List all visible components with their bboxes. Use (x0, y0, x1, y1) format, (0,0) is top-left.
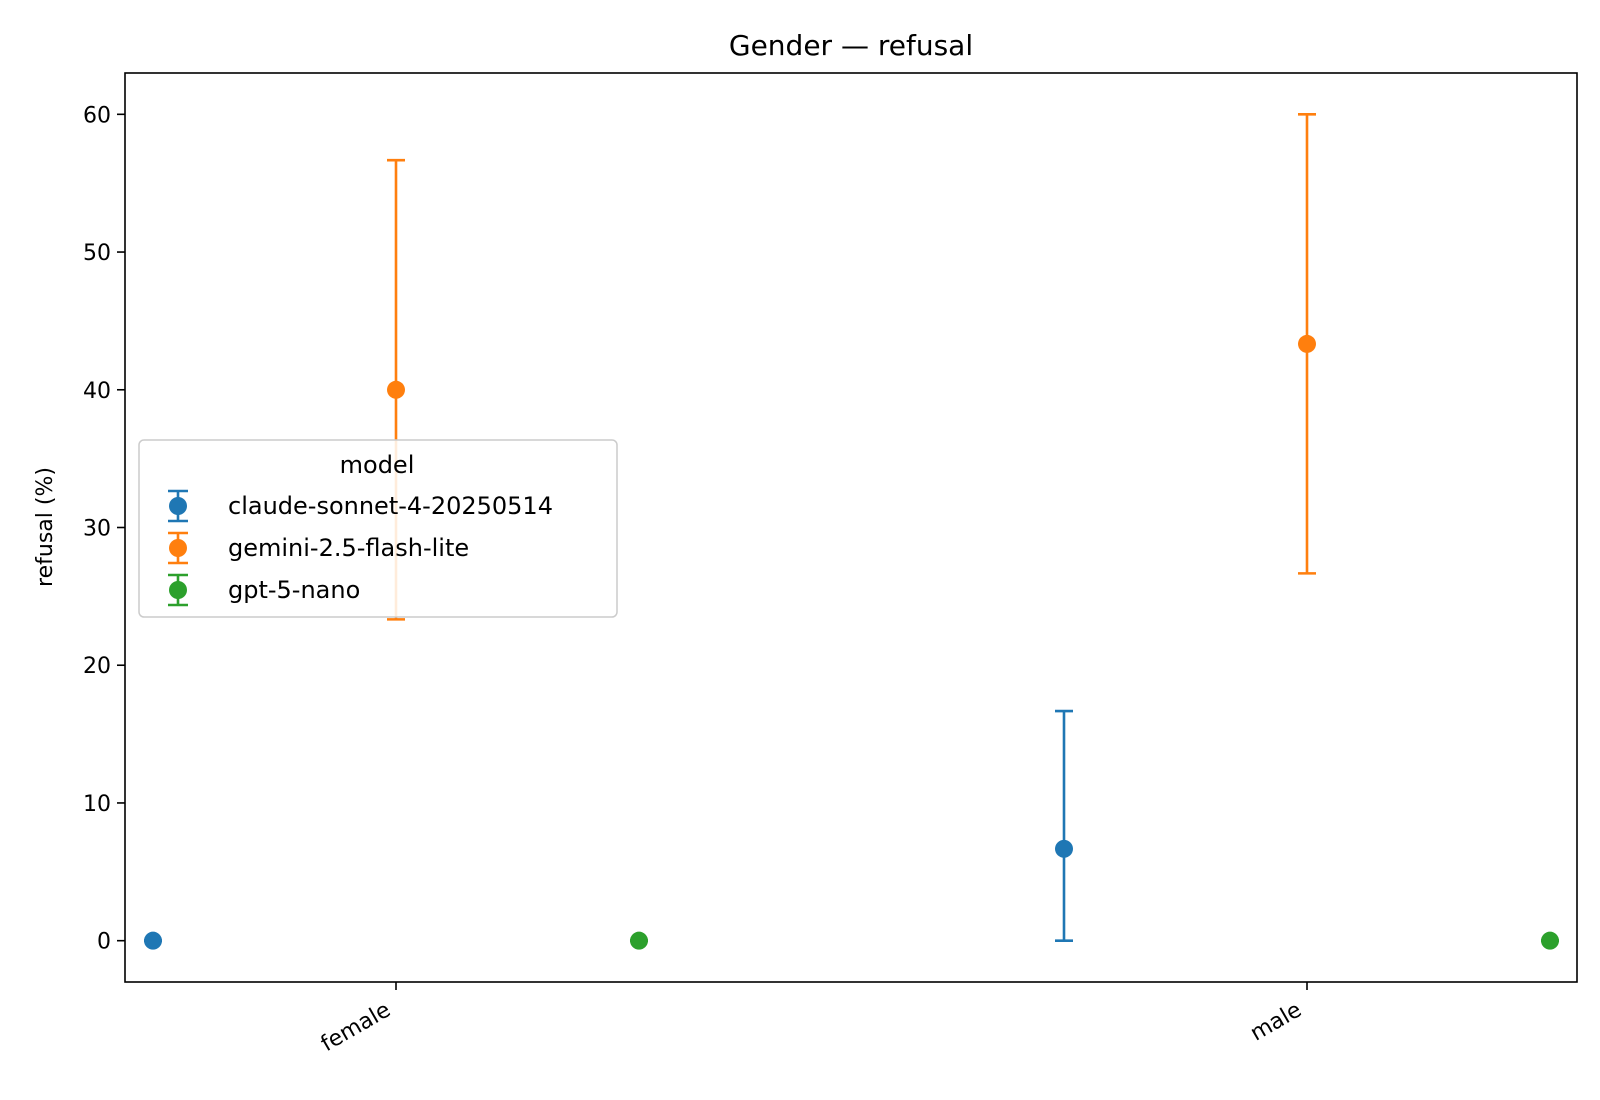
y-tick-label: 10 (83, 792, 111, 817)
x-axis: female male (317, 982, 1308, 1058)
legend-marker-dot (169, 581, 187, 599)
series-claude-sonnet-4-20250514 (144, 709, 1073, 950)
y-tick-label: 20 (83, 654, 111, 679)
data-point-male (1541, 931, 1559, 950)
y-tick-label: 50 (83, 241, 111, 266)
x-tick-label-male: male (1246, 998, 1306, 1047)
y-axis: 0 10 20 30 40 50 60 (83, 103, 125, 955)
legend-title: model (340, 451, 415, 479)
x-tick-label-female: female (317, 998, 395, 1058)
series-layer (144, 113, 1559, 950)
y-tick-label: 60 (83, 103, 111, 128)
legend-box (138, 439, 618, 618)
legend-label: gemini-2.5-flash-lite (228, 534, 469, 562)
legend-marker-dot (169, 497, 187, 515)
series-gpt-5-nano (630, 931, 1559, 950)
legend: model claude-sonnet-4-20250514 gemini-2.5… (138, 439, 618, 618)
legend-entry: claude-sonnet-4-20250514 (168, 489, 553, 523)
legend-label: claude-sonnet-4-20250514 (228, 492, 553, 520)
y-axis-label: refusal (%) (33, 467, 58, 587)
legend-entry: gemini-2.5-flash-lite (168, 531, 469, 565)
data-point-male (1055, 839, 1073, 858)
legend-entry: gpt-5-nano (168, 573, 360, 607)
y-tick-label: 30 (83, 517, 111, 542)
legend-marker-dot (169, 539, 187, 557)
data-point-male (1298, 334, 1316, 353)
legend-label: gpt-5-nano (228, 576, 360, 604)
legend-entries: claude-sonnet-4-20250514 gemini-2.5-flash… (168, 489, 553, 607)
data-point-female (630, 931, 648, 950)
y-tick-label: 40 (83, 379, 111, 404)
chart-title: Gender — refusal (729, 29, 973, 62)
data-point-female (144, 931, 162, 950)
data-point-female (387, 380, 405, 399)
y-tick-label: 0 (97, 930, 111, 955)
